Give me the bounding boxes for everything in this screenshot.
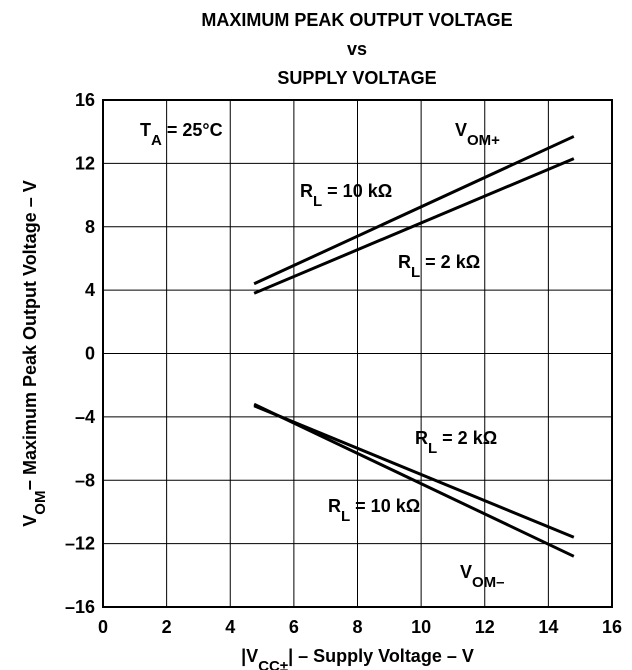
annotation-part: R bbox=[415, 428, 428, 448]
y-tick-label: 8 bbox=[85, 217, 95, 237]
chart-title: SUPPLY VOLTAGE bbox=[277, 68, 436, 88]
annotation: RL = 10 kΩ bbox=[300, 181, 392, 210]
y-tick-label: –12 bbox=[65, 534, 95, 554]
annotation-part: L bbox=[411, 264, 420, 281]
annotation-part: L bbox=[313, 193, 322, 210]
annotation-part: V bbox=[460, 562, 472, 582]
annotation: RL = 2 kΩ bbox=[398, 252, 480, 281]
annotation-part: T bbox=[140, 120, 151, 140]
y-axis-label-part: − Maximum Peak Output Voltage – V bbox=[20, 180, 40, 490]
annotation-part: R bbox=[328, 496, 341, 516]
y-tick-label: 4 bbox=[85, 280, 95, 300]
annotation-part: A bbox=[151, 132, 162, 149]
y-tick-label: –4 bbox=[75, 407, 95, 427]
x-tick-label: 8 bbox=[352, 617, 362, 637]
y-tick-label: 12 bbox=[75, 153, 95, 173]
y-tick-label: –8 bbox=[75, 470, 95, 490]
annotation: VOM+ bbox=[455, 120, 500, 149]
y-axis-label: VOM− Maximum Peak Output Voltage – V bbox=[20, 180, 49, 526]
annotation: RL = 10 kΩ bbox=[328, 496, 420, 525]
annotation-part: L bbox=[341, 508, 350, 525]
y-axis-label-part: V bbox=[20, 515, 40, 527]
annotation: VOM– bbox=[460, 562, 505, 591]
annotation-part: OM+ bbox=[467, 132, 500, 149]
annotation-part: OM– bbox=[472, 574, 505, 591]
x-axis-label: |VCC±| – Supply Voltage – V bbox=[241, 646, 474, 670]
data-line bbox=[253, 404, 575, 539]
y-tick-label: 16 bbox=[75, 90, 95, 110]
annotation-part: = 2 kΩ bbox=[437, 428, 497, 448]
y-tick-label: 0 bbox=[85, 344, 95, 364]
x-tick-label: 4 bbox=[225, 617, 235, 637]
y-tick-label: –16 bbox=[65, 597, 95, 617]
annotation-part: = 25°C bbox=[162, 120, 223, 140]
x-axis-label-part: CC± bbox=[258, 658, 288, 670]
x-tick-label: 16 bbox=[602, 617, 622, 637]
data-line bbox=[253, 157, 575, 295]
x-tick-label: 0 bbox=[98, 617, 108, 637]
annotation: RL = 2 kΩ bbox=[415, 428, 497, 457]
chart-title: vs bbox=[347, 39, 367, 59]
x-tick-label: 2 bbox=[162, 617, 172, 637]
annotation-part: = 10 kΩ bbox=[322, 181, 392, 201]
plot-frame bbox=[102, 99, 613, 608]
y-axis-label-part: OM bbox=[32, 491, 49, 515]
x-tick-label: 14 bbox=[538, 617, 558, 637]
x-tick-label: 12 bbox=[475, 617, 495, 637]
annotation-part: R bbox=[300, 181, 313, 201]
data-line bbox=[253, 135, 575, 286]
x-axis-label-part: |V bbox=[241, 646, 258, 666]
annotation: TA = 25°C bbox=[140, 120, 223, 149]
x-axis-label-part: | – Supply Voltage – V bbox=[288, 646, 474, 666]
annotation-part: = 2 kΩ bbox=[420, 252, 480, 272]
chart-title: MAXIMUM PEAK OUTPUT VOLTAGE bbox=[201, 10, 512, 30]
annotation-part: = 10 kΩ bbox=[350, 496, 420, 516]
x-tick-label: 6 bbox=[289, 617, 299, 637]
annotation-part: V bbox=[455, 120, 467, 140]
annotation-part: L bbox=[428, 440, 437, 457]
x-tick-label: 10 bbox=[411, 617, 431, 637]
annotation-part: R bbox=[398, 252, 411, 272]
data-line bbox=[253, 402, 575, 558]
